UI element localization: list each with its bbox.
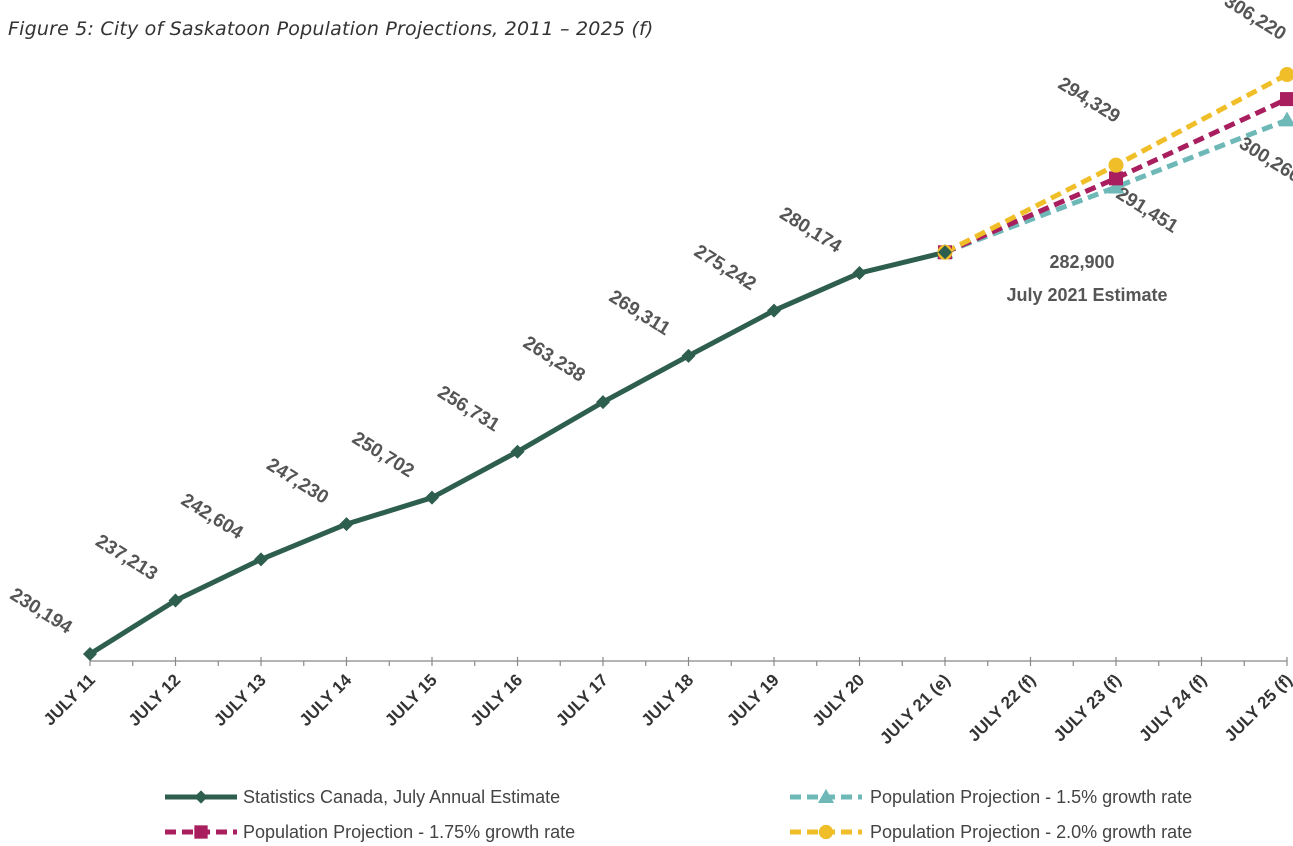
data-label: 250,702: [348, 428, 417, 482]
marker-triangle: [1107, 178, 1125, 194]
data-label: 306,220: [1220, 0, 1289, 45]
legend-label: Population Projection - 1.5% growth rate: [870, 787, 1192, 807]
data-label: 280,174: [776, 203, 846, 257]
x-tick-label: JULY 24 (f): [1135, 670, 1210, 745]
marker-diamond: [938, 245, 952, 260]
marker-square: [194, 825, 208, 839]
legend: Statistics Canada, July Annual Estimate P…: [165, 787, 1192, 842]
x-tick-label: JULY 22 (f): [964, 670, 1039, 745]
data-label: 256,731: [434, 382, 504, 436]
data-label: 269,311: [605, 286, 674, 340]
legend-label: Population Projection - 1.75% growth rat…: [243, 822, 575, 842]
marker-diamond: [852, 266, 867, 281]
x-tick-label: JULY 13: [210, 670, 270, 730]
marker-circle: [1279, 67, 1293, 83]
annotation-label: July 2021 Estimate: [1006, 285, 1167, 305]
data-label: 300,260: [1235, 133, 1293, 187]
marker-diamond: [596, 395, 610, 410]
x-tick-label: JULY 21 (e): [876, 670, 954, 748]
data-label: 242,604: [177, 490, 247, 544]
marker-circle: [1108, 157, 1124, 173]
x-tick-label: JULY 23 (f): [1050, 670, 1125, 745]
marker-square: [1280, 92, 1293, 107]
x-tick-label: JULY 19: [723, 670, 783, 730]
data-label: 294,329: [1054, 73, 1123, 127]
x-tick-label: JULY 11: [40, 670, 99, 729]
marker-diamond: [767, 303, 781, 318]
estimate-annotation: 282,900 July 2021 Estimate: [1006, 252, 1167, 305]
series-markers: [83, 67, 1293, 661]
marker-diamond: [681, 348, 696, 363]
x-tick-label: JULY 16: [467, 670, 527, 730]
legend-item: Population Projection - 1.75% growth rat…: [165, 822, 575, 842]
series-lines: [87, 72, 1289, 657]
marker-diamond: [194, 790, 208, 804]
marker-triangle: [817, 788, 835, 804]
legend-label: Population Projection - 2.0% growth rate: [870, 822, 1192, 842]
data-labels: 230,194 237,213 242,604 247,230 250,702 256,7…: [6, 0, 1293, 639]
x-axis: JULY 11 JULY 12 JULY 13 JULY 14 JULY 15 JULY …: [40, 657, 1293, 748]
x-tick-label: JULY 14: [296, 670, 356, 730]
annotation-value: 282,900: [1049, 252, 1114, 272]
marker-diamond: [510, 444, 525, 459]
marker-diamond: [168, 593, 183, 608]
marker-circle: [818, 824, 834, 840]
x-tick-label: JULY 12: [125, 670, 185, 730]
data-label: 237,213: [92, 531, 161, 585]
marker-triangle: [1278, 111, 1293, 127]
legend-item: Population Projection - 1.5% growth rate: [790, 787, 1192, 807]
legend-item: Population Projection - 2.0% growth rate: [790, 822, 1192, 842]
x-tick-label: JULY 17: [552, 670, 612, 730]
data-label: 247,230: [263, 454, 332, 508]
x-tick-label: JULY 15: [381, 670, 441, 730]
x-tick-label: JULY 25 (f): [1221, 670, 1293, 745]
x-tick-label: JULY 18: [638, 670, 698, 730]
marker-diamond: [254, 552, 268, 567]
chart-title: Figure 5: City of Saskatoon Population P…: [8, 18, 654, 40]
series-line: [944, 96, 1289, 255]
data-label: 291,451: [1112, 183, 1182, 237]
data-label: 230,194: [6, 584, 76, 638]
legend-label: Statistics Canada, July Annual Estimate: [243, 787, 560, 807]
data-label: 263,238: [519, 332, 588, 386]
marker-diamond: [339, 517, 354, 532]
x-tick-label: JULY 20: [809, 670, 869, 730]
data-label: 275,242: [690, 241, 759, 295]
marker-square: [1109, 171, 1123, 186]
marker-diamond: [425, 490, 439, 505]
marker-diamond: [83, 646, 97, 661]
legend-item: Statistics Canada, July Annual Estimate: [165, 787, 560, 807]
series-line: [944, 117, 1288, 255]
